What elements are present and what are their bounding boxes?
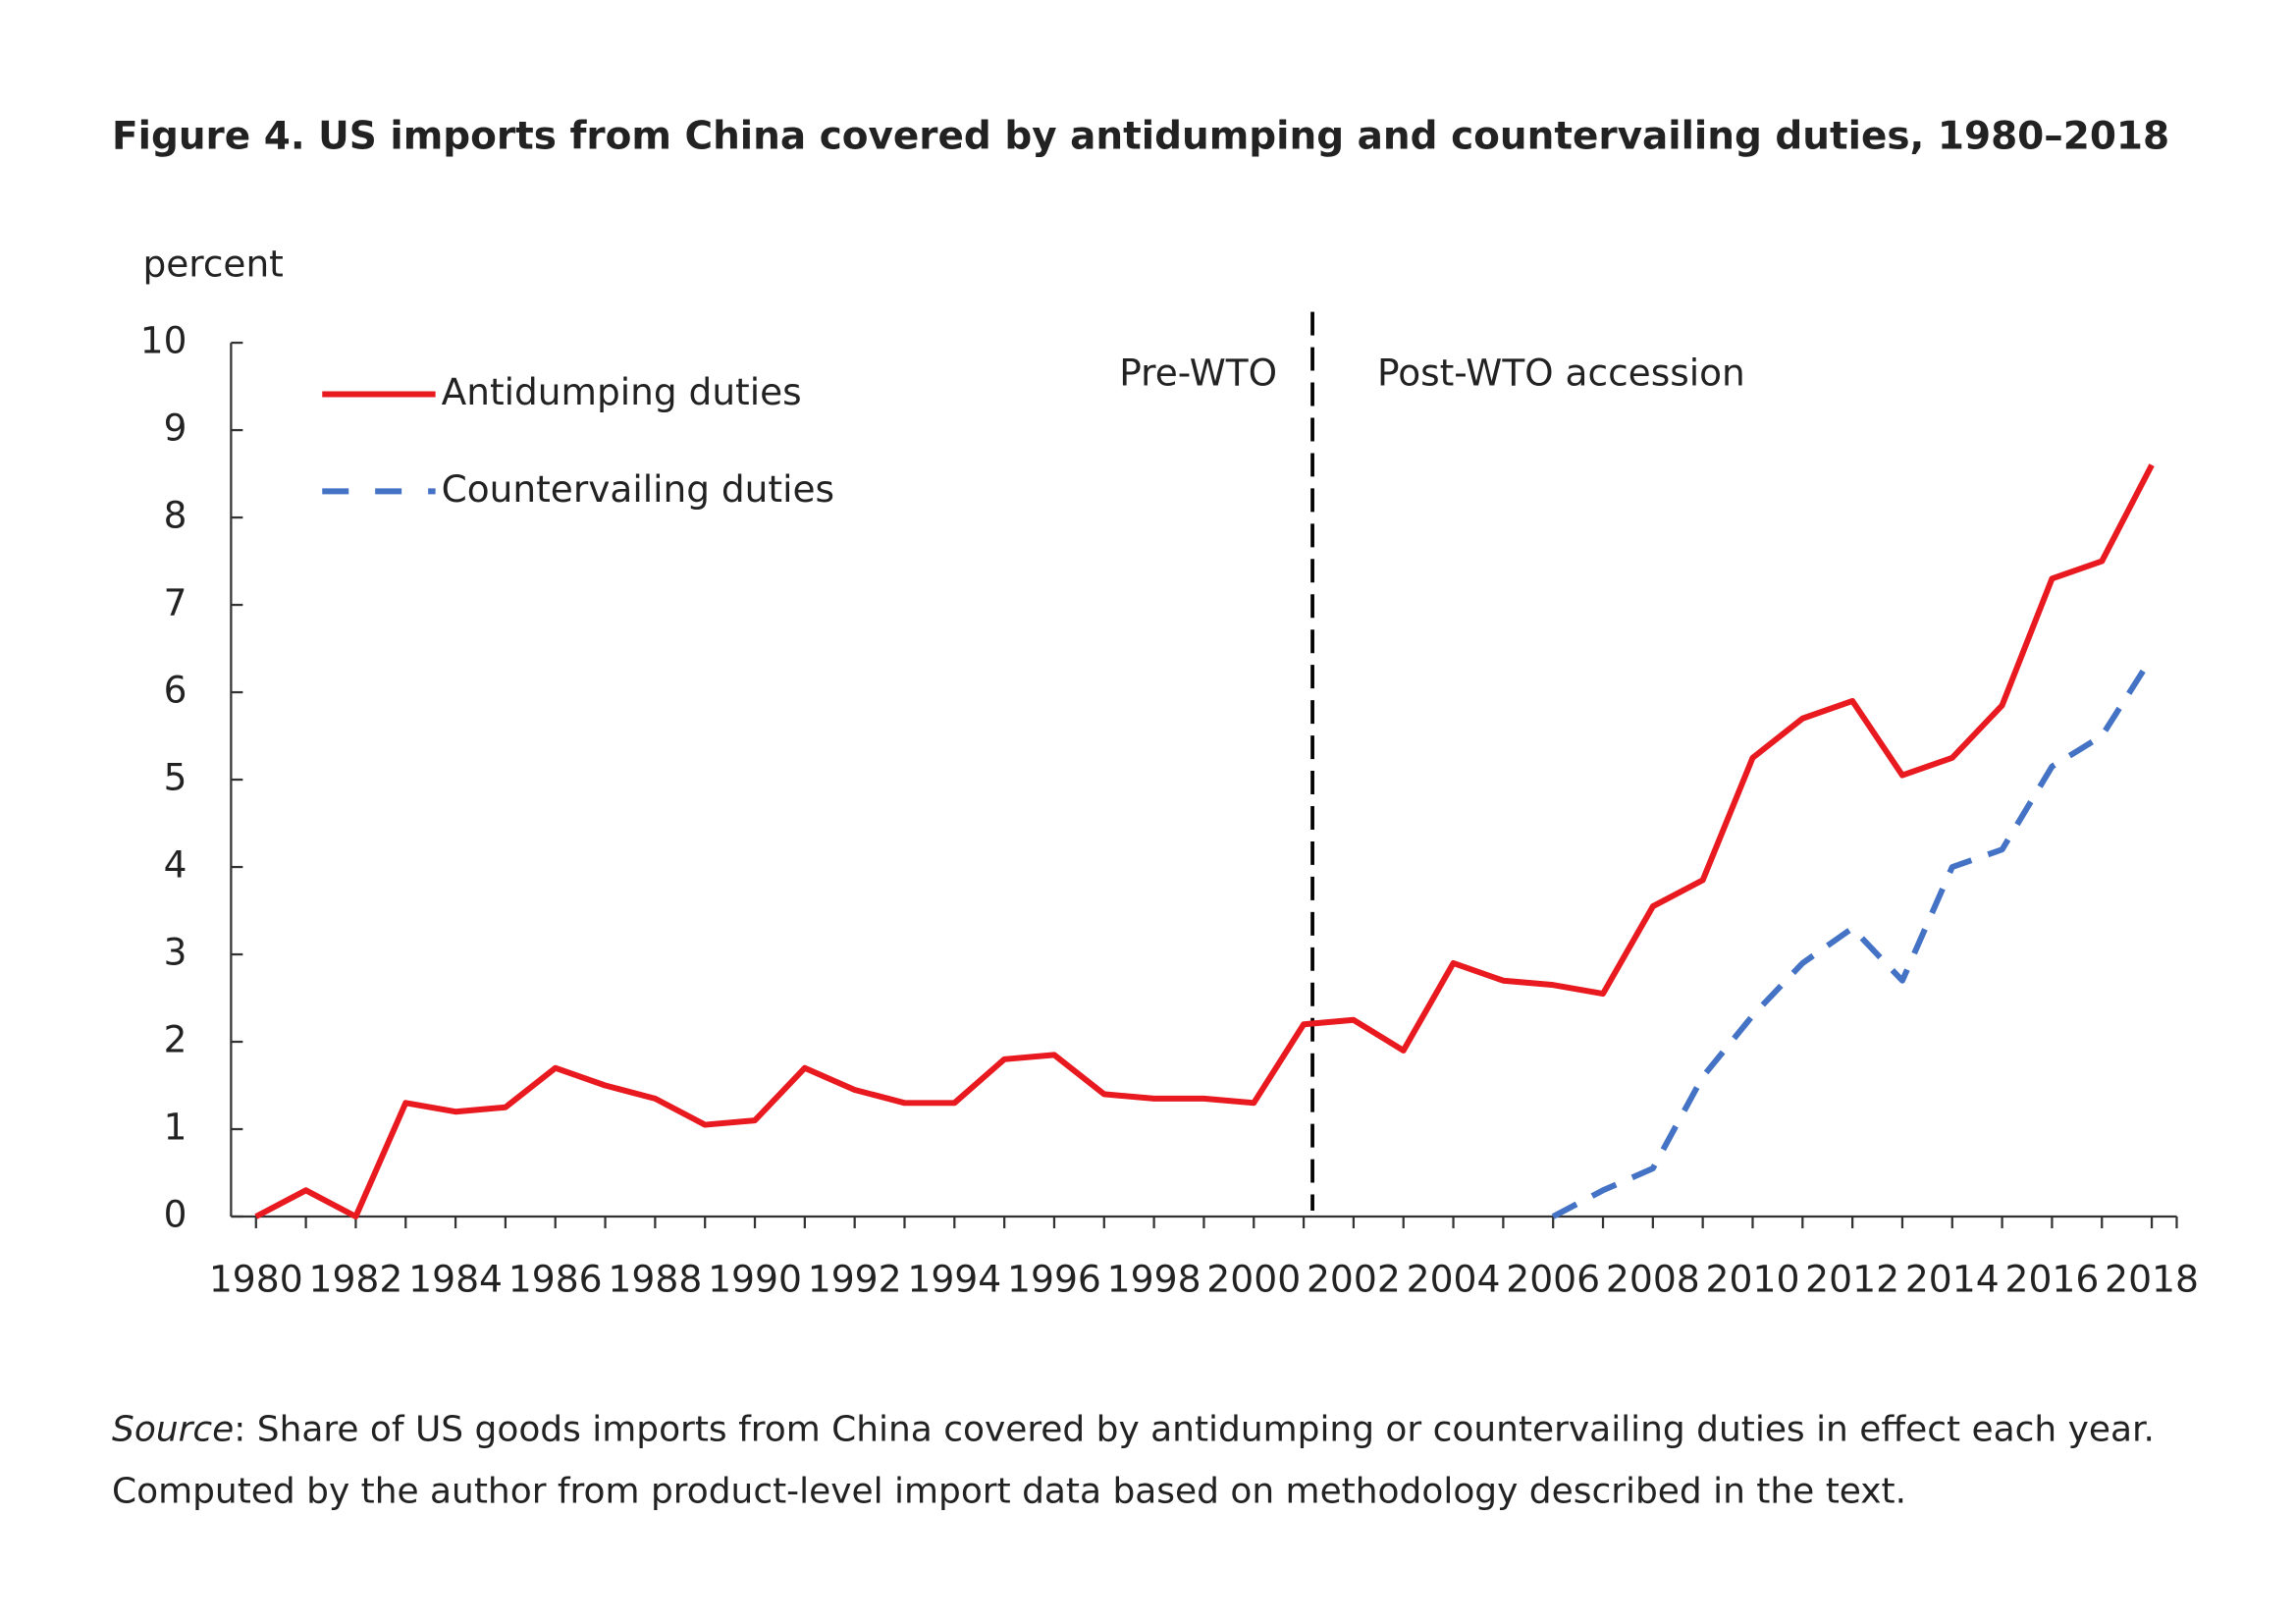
x-tick-label: 1986 bbox=[508, 1257, 603, 1300]
y-tick-label: 2 bbox=[164, 1018, 187, 1061]
chart-title: Figure 4. US imports from China covered … bbox=[112, 114, 2169, 158]
annotation: Post-WTO accession bbox=[1377, 352, 1745, 395]
x-tick-label: 1984 bbox=[408, 1257, 503, 1300]
x-tick-label: 2012 bbox=[1805, 1257, 1899, 1300]
x-tick-label: 1992 bbox=[808, 1257, 902, 1300]
source-text: : Share of US goods imports from China c… bbox=[234, 1410, 2155, 1450]
y-axis-label: percent bbox=[142, 243, 283, 286]
source-note: Source: Share of US goods imports from C… bbox=[112, 1410, 2155, 1450]
y-tick-label: 4 bbox=[164, 843, 187, 887]
x-tick-label: 2004 bbox=[1407, 1257, 1501, 1300]
x-tick-label: 1988 bbox=[608, 1257, 702, 1300]
x-tick-label: 2000 bbox=[1206, 1257, 1301, 1300]
annotation: Pre-WTO bbox=[1119, 352, 1277, 395]
y-tick-label: 8 bbox=[164, 494, 187, 537]
x-tick-label: 2016 bbox=[2004, 1257, 2099, 1300]
x-tick-label: 1994 bbox=[907, 1257, 1001, 1300]
series-line bbox=[254, 463, 2155, 1219]
series-line bbox=[1551, 655, 2155, 1219]
x-tick-label: 2002 bbox=[1307, 1257, 1401, 1300]
y-tick-label: 10 bbox=[140, 319, 187, 362]
x-tick-label: 1998 bbox=[1107, 1257, 1201, 1300]
x-tick-label: 2006 bbox=[1506, 1257, 1600, 1300]
y-tick-label: 3 bbox=[164, 931, 187, 974]
legend-label: Countervailing duties bbox=[442, 467, 834, 511]
x-tick-label: 2018 bbox=[2105, 1257, 2199, 1300]
x-tick-label: 1982 bbox=[308, 1257, 402, 1300]
y-tick-label: 7 bbox=[164, 581, 187, 624]
x-tick-label: 2010 bbox=[1706, 1257, 1800, 1300]
x-tick-label: 1996 bbox=[1007, 1257, 1101, 1300]
x-tick-label: 1990 bbox=[708, 1257, 802, 1300]
y-tick-label: 1 bbox=[164, 1106, 187, 1149]
x-tick-label: 1980 bbox=[209, 1257, 303, 1300]
y-tick-label: 5 bbox=[164, 756, 187, 799]
y-tick-label: 6 bbox=[164, 669, 187, 712]
source-label: Source bbox=[112, 1410, 234, 1450]
x-tick-label: 2008 bbox=[1606, 1257, 1700, 1300]
x-tick-label: 2014 bbox=[1905, 1257, 2000, 1300]
y-tick-label: 9 bbox=[164, 406, 187, 450]
source-text: Computed by the author from product-leve… bbox=[112, 1472, 1906, 1512]
y-tick-label: 0 bbox=[164, 1193, 187, 1236]
legend-label: Antidumping duties bbox=[442, 370, 802, 413]
